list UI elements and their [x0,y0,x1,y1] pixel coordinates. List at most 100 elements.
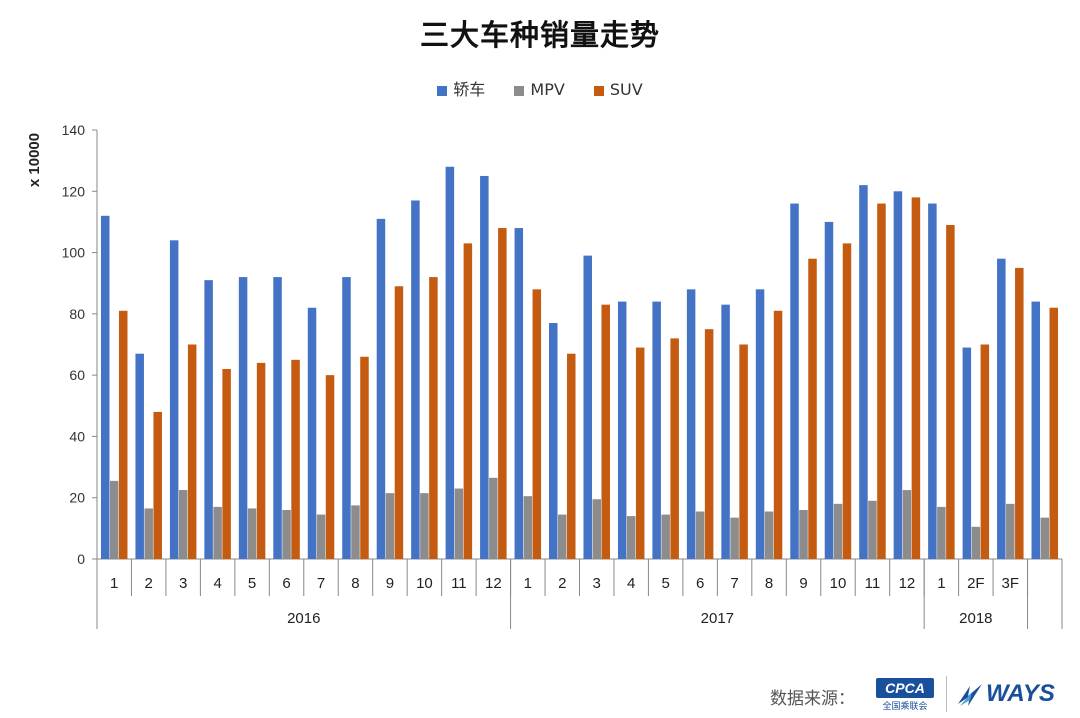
bar-suv [187,344,197,559]
bar-sedan [307,307,317,559]
bar-suv [808,258,817,559]
bar-mpv [282,509,291,559]
bar-suv [222,369,231,559]
x-tick-label: 8 [765,575,773,592]
legend-label-suv: SUV [609,80,643,99]
bar-sedan [721,304,730,559]
bar-suv [1015,267,1024,559]
bar-suv [429,277,438,559]
x-group-label: 2017 [701,610,734,627]
bar-mpv [385,493,395,559]
bar-sedan [790,203,799,560]
bar-mpv [661,514,670,559]
bar-mpv [799,509,808,559]
bar-mpv [109,480,119,559]
x-group-label: 2016 [287,610,320,627]
cpca-logo: CPCA 全国乘联会 [876,678,938,712]
bar-suv [704,329,714,559]
y-tick-label: 20 [69,490,85,506]
x-tick-label: 5 [661,575,669,592]
bar-sedan [169,240,179,560]
bar-suv [670,338,679,559]
x-tick-label: 11 [451,575,467,592]
bar-sedan [859,185,868,559]
bar-suv [325,375,335,559]
bar-mpv [523,496,533,559]
legend-label-mpv: MPV [530,80,565,99]
bar-mpv [971,526,981,559]
bar-suv [635,347,645,559]
bar-sedan [342,277,351,559]
x-tick-label: 3 [179,575,187,592]
bar-mpv [902,490,912,559]
bar-suv [567,353,576,559]
bar-suv [532,289,542,559]
cpca-logo-subtext: 全国乘联会 [882,702,928,712]
bar-sedan [583,255,592,559]
bar-sedan [480,175,489,559]
x-tick-label: 1 [937,575,945,592]
bar-sedan [755,289,765,559]
bar-suv [256,362,266,559]
legend-item-sedan: 轿车 [437,76,485,100]
bar-sedan [204,280,213,559]
x-tick-label: 6 [696,575,704,592]
x-tick-label: 11 [865,575,881,592]
chart-title: 三大车种销量走势 [419,18,660,52]
bar-sedan [962,347,972,559]
y-axis-label: x 10000 [26,133,43,187]
bar-mpv [454,488,464,559]
x-tick-label: 7 [730,575,738,592]
bar-suv [118,310,128,559]
bar-sedan [549,323,558,559]
x-tick-label: 2 [558,575,566,592]
bar-sedan [893,191,903,560]
legend: 轿车 MPV SUV [0,76,1080,100]
bar-sedan [100,215,110,560]
bar-sedan [824,221,834,559]
bar-mpv [316,514,326,559]
legend-swatch-suv [593,85,604,96]
bar-sedan [238,277,248,559]
x-tick-label: 9 [799,575,807,592]
bar-sedan [1031,301,1041,559]
ways-mark-icon [958,684,982,706]
x-tick-label: 1 [110,575,118,592]
x-tick-label: 10 [416,575,433,592]
bar-sedan [652,301,661,559]
x-group-label: 2018 [959,610,992,627]
x-tick-label: 7 [317,575,325,592]
cpca-logo-text: CPCA [876,678,934,698]
y-tick-label: 80 [69,306,85,322]
source-label: 数据来源： [770,689,855,709]
bar-mpv [178,490,188,559]
bar-sedan [928,203,937,560]
ways-logo-text: WAYS [986,680,1055,707]
legend-swatch-sedan [437,85,448,96]
legend-item-mpv: MPV [514,80,565,99]
x-tick-label: 2F [967,575,985,592]
bar-mpv [558,514,567,559]
y-tick-label: 40 [69,428,85,444]
footer: 数据来源： CPCA 全国乘联会 WAYS [758,672,1080,718]
legend-swatch-mpv [514,85,525,96]
bar-suv [911,197,921,559]
y-tick-label: 120 [62,183,86,199]
logo-divider [946,676,947,712]
bar-sedan [445,166,455,559]
x-tick-label: 8 [351,575,359,592]
bar-suv [842,243,852,559]
bar-sedan [617,301,627,559]
x-tick-label: 2 [145,575,153,592]
bar-suv [394,286,404,559]
bar-suv [498,228,507,560]
x-tick-label: 10 [830,575,847,592]
ways-logo: WAYS [956,680,1066,710]
x-tick-label: 6 [282,575,290,592]
y-tick-label: 0 [77,551,85,567]
bar-sedan [273,277,282,559]
bar-mpv [695,511,705,559]
bar-mpv [247,508,257,559]
bar-sedan [997,258,1006,559]
